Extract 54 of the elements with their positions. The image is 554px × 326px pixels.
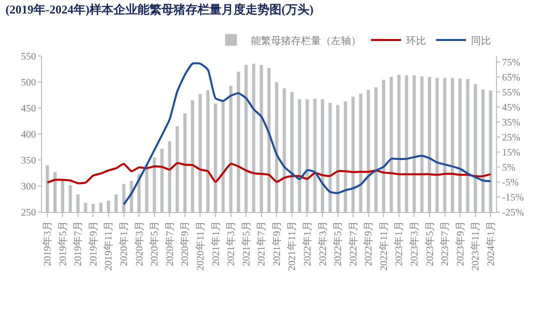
x-tick-label: 2023年11月: [470, 221, 482, 271]
y2-tick-label: 15%: [502, 148, 520, 158]
x-tick-label: 2019年7月: [72, 221, 84, 266]
x-tick-label: 2021年7月: [256, 221, 268, 266]
x-tick-label: 2021年5月: [240, 221, 252, 266]
x-tick-label: 2021年1月: [210, 221, 222, 266]
x-tick-label: 2022年9月: [362, 221, 375, 266]
y2-tick-label: 55%: [502, 88, 520, 98]
x-tick-label: 2022年3月: [316, 221, 329, 266]
x-tick-label: 2023年1月: [393, 221, 406, 266]
y2-tick-label: -5%: [502, 178, 519, 188]
x-tick-label: 2019年5月: [56, 221, 69, 266]
y-tick-label: 500: [21, 78, 36, 88]
chart-title: (2019年-2024年)样本企业能繁母猪存栏量月度走势图(万头): [6, 2, 314, 16]
x-tick-label: 2022年11月: [378, 221, 390, 271]
x-tick-label: 2020年1月: [118, 221, 130, 266]
x-tick-label: 2022年5月: [332, 221, 344, 266]
x-tick-label: 2020年9月: [179, 221, 192, 266]
line-series: [46, 162, 492, 184]
y-tick-label: 350: [21, 156, 36, 166]
line-series: [122, 62, 492, 206]
x-tick-label: 2021年3月: [225, 221, 238, 266]
x-tick-label: 2022年7月: [347, 221, 360, 266]
x-tick-label: 2023年5月: [424, 221, 436, 266]
y2-tick-label: -25%: [502, 208, 524, 218]
y-tick-label: 550: [21, 52, 36, 62]
x-tick-label: 2020年3月: [133, 221, 146, 266]
y2-tick-label: 45%: [502, 102, 520, 114]
y2-tick-label: -15%: [502, 192, 524, 204]
y2-tick-label: 35%: [502, 118, 520, 128]
x-tick-label: 2019年3月: [42, 221, 54, 266]
y-tick-label: 250: [21, 208, 36, 218]
legend-label: 同比: [471, 34, 491, 47]
legend-label: 环比: [406, 34, 426, 47]
x-tick-label: 2019年11月: [102, 221, 115, 271]
x-tick-label: 2019年9月: [87, 221, 100, 266]
x-tick-label: 2024年1月: [484, 221, 497, 266]
y2-tick-label: 65%: [502, 72, 520, 84]
legend-label: 能繁母猪存栏量（左轴）: [251, 34, 361, 47]
x-tick-label: 2020年5月: [148, 221, 161, 266]
y2-tick-label: 75%: [502, 58, 520, 68]
y-tick-label: 450: [21, 104, 36, 114]
y-tick-label: 300: [21, 182, 36, 192]
y2-tick-label: 25%: [502, 132, 520, 144]
y2-tick-label: 5%: [502, 162, 516, 174]
x-tick-label: 2023年7月: [439, 221, 452, 266]
y-tick-label: 400: [21, 130, 36, 140]
x-tick-label: 2020年11月: [194, 221, 206, 271]
x-tick-label: 2023年9月: [454, 221, 466, 266]
x-tick-label: 2021年11月: [286, 221, 298, 271]
x-tick-label: 2020年7月: [164, 221, 176, 266]
x-tick-label: 2023年3月: [408, 221, 420, 266]
x-tick-label: 2021年9月: [270, 221, 283, 266]
x-tick-label: 2022年1月: [301, 221, 314, 266]
